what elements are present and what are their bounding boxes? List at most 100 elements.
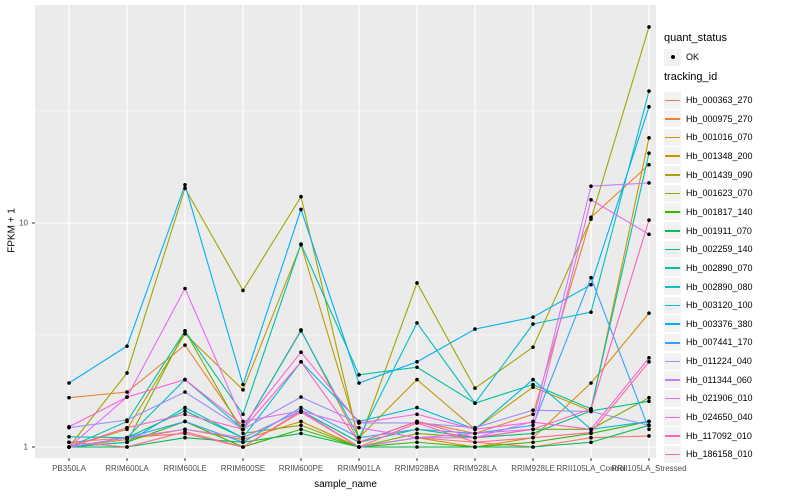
- data-point: [473, 435, 477, 440]
- data-point: [589, 409, 593, 414]
- data-point: [241, 435, 245, 440]
- data-point: [647, 162, 651, 167]
- data-point: [415, 431, 419, 436]
- legend-entry-label: Hb_007441_170: [686, 337, 753, 348]
- data-point: [473, 440, 477, 445]
- data-point: [299, 410, 303, 415]
- data-point: [473, 386, 477, 391]
- data-point: [647, 434, 651, 438]
- data-point: [299, 427, 303, 432]
- data-point: [299, 329, 303, 333]
- data-point: [415, 360, 419, 364]
- legend-line-key-icon: [664, 222, 681, 240]
- data-point: [183, 429, 187, 434]
- data-point: [415, 405, 419, 410]
- legend-line-key-icon: [664, 427, 681, 445]
- data-point: [299, 395, 303, 399]
- data-point: [241, 388, 245, 392]
- legend-line-key-icon: [664, 371, 681, 389]
- legend-line-key-icon: [664, 166, 681, 184]
- legend-entry-Hb_007441_170: Hb_007441_170: [664, 333, 753, 351]
- legend-entry-label: Hb_002890_080: [686, 281, 753, 292]
- data-point: [183, 390, 187, 394]
- data-point: [589, 184, 593, 188]
- data-point: [589, 427, 593, 432]
- data-point: [183, 329, 187, 333]
- data-point: [241, 423, 245, 428]
- y-tick-label: 10: [19, 218, 28, 228]
- data-point: [531, 322, 535, 326]
- data-point: [531, 385, 535, 389]
- legend-entry-label: Hb_003376_380: [686, 318, 753, 329]
- data-point: [415, 427, 419, 432]
- x-tick-label: RRIM600PE: [278, 464, 324, 473]
- data-point: [647, 181, 651, 185]
- data-point: [647, 105, 651, 109]
- y-axis-title: FPKM + 1: [6, 208, 18, 253]
- legend-entry-label: Hb_002890_070: [686, 262, 753, 273]
- legend-entry-Hb_002259_140: Hb_002259_140: [664, 240, 753, 258]
- legend-entry-label: Hb_003120_100: [686, 300, 753, 311]
- data-point: [531, 423, 535, 428]
- data-point: [183, 183, 187, 187]
- data-point: [241, 382, 245, 387]
- data-point: [357, 435, 361, 440]
- data-point: [647, 136, 651, 140]
- legend-entry-Hb_117092_010: Hb_117092_010: [664, 427, 752, 445]
- data-point: [299, 405, 303, 410]
- data-point: [67, 445, 71, 449]
- legend-entry-label: Hb_001623_070: [686, 188, 753, 199]
- data-point: [357, 440, 361, 445]
- data-point: [183, 377, 187, 382]
- data-point: [415, 440, 419, 445]
- legend-entry-Hb_021906_010: Hb_021906_010: [664, 389, 753, 407]
- x-tick-label: RRIM600LE: [163, 464, 207, 473]
- data-point: [589, 310, 593, 314]
- data-point: [241, 419, 245, 424]
- legend-entry-label: Hb_011344_060: [686, 374, 752, 385]
- data-point: [299, 360, 303, 364]
- legend-line-key-icon: [664, 259, 681, 277]
- data-point: [357, 373, 361, 377]
- data-point: [183, 343, 187, 347]
- data-point: [67, 425, 71, 429]
- data-point: [415, 445, 419, 449]
- legend-line-key-icon: [664, 91, 681, 109]
- data-point: [647, 395, 651, 400]
- legend-entry-Hb_024650_040: Hb_024650_040: [664, 408, 753, 426]
- data-point: [183, 186, 187, 191]
- legend-entry-label: Hb_021906_010: [686, 393, 753, 404]
- legend-entry-Hb_001623_070: Hb_001623_070: [664, 184, 753, 202]
- data-point: [531, 382, 535, 387]
- data-point: [589, 217, 593, 221]
- data-point: [647, 89, 651, 93]
- data-point: [647, 360, 651, 364]
- data-point: [531, 315, 535, 319]
- x-tick-label: RRIM928BA: [394, 464, 440, 473]
- legend-line-key-icon: [664, 352, 681, 370]
- data-point: [647, 151, 651, 155]
- legend-line-key-icon: [664, 333, 681, 351]
- data-point: [531, 377, 535, 382]
- legend-line-key-icon: [664, 389, 681, 407]
- data-point: [415, 421, 419, 425]
- data-point: [531, 420, 535, 425]
- legend-entry-Hb_011344_060: Hb_011344_060: [664, 371, 752, 389]
- x-tick-label: RRII105LA_Stressed: [611, 464, 687, 473]
- data-point: [473, 445, 477, 449]
- data-point: [357, 425, 361, 430]
- data-point: [357, 381, 361, 385]
- data-point: [589, 440, 593, 445]
- legend-line-key-icon: [664, 408, 681, 426]
- legend-entry-label: Hb_000363_270: [686, 95, 753, 105]
- x-axis-title: sample_name: [314, 479, 377, 490]
- legend-entry-label: Hb_011224_040: [686, 356, 752, 367]
- data-point: [299, 194, 303, 199]
- legend-entry-Hb_000363_270: Hb_000363_270: [664, 91, 753, 109]
- data-point: [647, 218, 651, 222]
- legend-line-key-icon: [664, 296, 681, 314]
- legend-entry-Hb_001348_200: Hb_001348_200: [664, 147, 753, 165]
- legend-entry-Hb_002890_080: Hb_002890_080: [664, 278, 753, 296]
